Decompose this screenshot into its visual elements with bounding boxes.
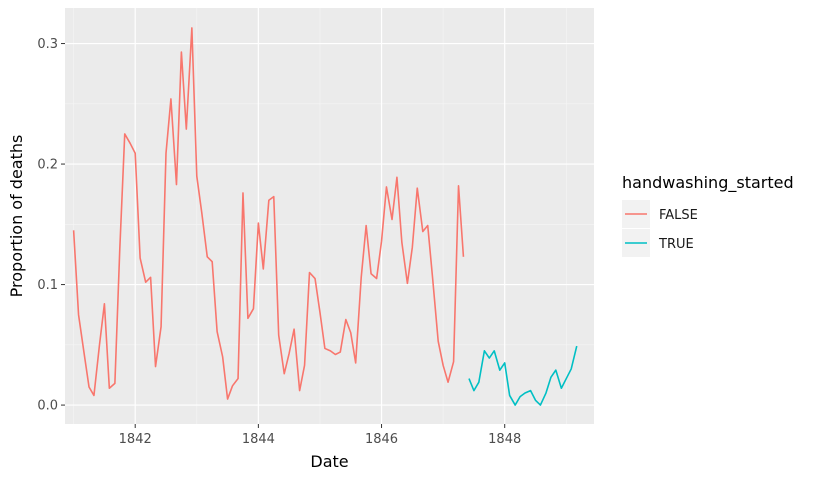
series-layer (72, 27, 578, 406)
legend-label-false: FALSE (659, 208, 698, 223)
x-tick-label: 1846 (365, 432, 398, 447)
y-tick-label: 0.2 (37, 158, 58, 173)
y-axis-title: Proportion of deaths (7, 135, 26, 298)
legend: handwashing_started FALSE TRUE (622, 173, 794, 257)
legend-title: handwashing_started (622, 173, 794, 193)
y-axis: 0.0 0.1 0.2 0.3 (37, 37, 65, 414)
x-axis: 1842 1844 1846 1848 (119, 424, 521, 447)
x-tick-label: 1842 (119, 432, 152, 447)
series-line-false (72, 27, 465, 400)
y-tick-label: 0.3 (37, 37, 58, 52)
series-line-true (468, 345, 578, 406)
legend-label-true: TRUE (658, 237, 694, 252)
major-gridlines (65, 8, 594, 424)
panel-background (65, 8, 594, 424)
x-axis-title: Date (310, 452, 348, 471)
y-tick-label: 0.1 (37, 278, 58, 293)
x-tick-label: 1844 (242, 432, 275, 447)
minor-gridlines (65, 8, 594, 424)
y-tick-label: 0.0 (37, 399, 58, 414)
x-tick-label: 1848 (488, 432, 521, 447)
